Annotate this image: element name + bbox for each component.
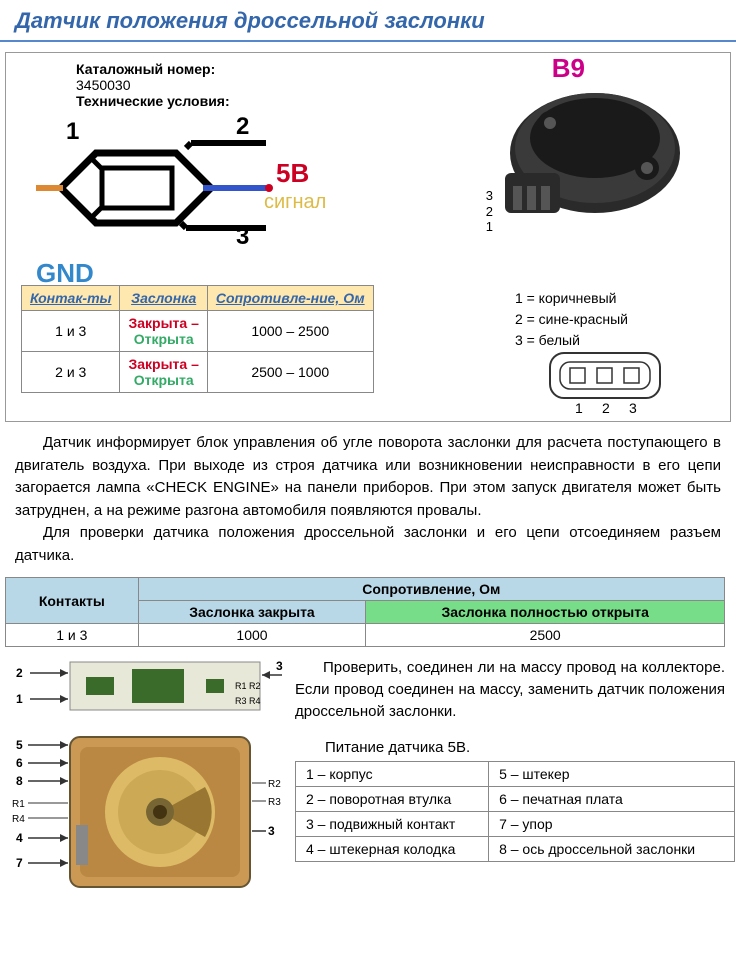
t1-r1c3: 1000 – 2500 — [207, 311, 373, 352]
t1-r1c1: 1 и 3 — [22, 311, 120, 352]
bottom-panel: 2 1 3 R1 R2 R3 R4 5 6 8 R1 R4 4 7 R2 R3 … — [5, 657, 731, 902]
svg-text:R1 R2: R1 R2 — [235, 681, 261, 691]
svg-text:R2: R2 — [268, 779, 281, 790]
page-title: Датчик положения дроссельной заслонки — [15, 8, 721, 34]
t2-contacts: 1 и 3 — [6, 624, 139, 647]
svg-text:R1: R1 — [12, 799, 25, 810]
svg-text:4: 4 — [16, 831, 23, 845]
part-6: 6 – печатная плата — [489, 787, 735, 812]
catalog-value: 3450030 — [76, 77, 230, 93]
svg-text:5: 5 — [16, 738, 23, 752]
t1-r1c2: Закрыта –Открыта — [120, 311, 207, 352]
part-7: 7 – упор — [489, 812, 735, 837]
catalog-label: Каталожный номер: — [76, 61, 215, 77]
t1-h3: Сопротивле-ние, Ом — [207, 286, 373, 311]
conn-1: 1 — [575, 400, 583, 416]
legend-1: 1 = коричневый — [515, 288, 628, 309]
legend-2: 2 = сине-красный — [515, 309, 628, 330]
part-3: 3 – подвижный контакт — [296, 812, 489, 837]
pin-1: 1 — [66, 118, 79, 146]
t1-h2: Заслонка — [120, 286, 207, 311]
color-legend: 1 = коричневый 2 = сине-красный 3 = белы… — [515, 288, 628, 351]
pin-2: 2 — [236, 113, 249, 141]
check-text: Проверить, соединен ли на массу провод н… — [295, 657, 725, 722]
part-5: 5 – штекер — [489, 762, 735, 787]
pin-3: 3 — [236, 223, 249, 251]
svg-text:6: 6 — [16, 756, 23, 770]
t1-r2c1: 2 и 3 — [22, 352, 120, 393]
t1-h1: Контак-ты — [22, 286, 120, 311]
part-8: 8 – ось дроссельной заслонки — [489, 837, 735, 862]
v-pin3: 3 — [486, 188, 493, 204]
description-2: Для проверки датчика положения дроссельн… — [15, 522, 721, 567]
t2-contacts-hdr: Контакты — [6, 578, 139, 624]
v-pin2: 2 — [486, 204, 493, 220]
svg-text:2: 2 — [16, 666, 23, 680]
power-text: Питание датчика 5В. — [325, 739, 470, 756]
t2-open-hdr: Заслонка полностью открыта — [366, 601, 725, 624]
spec-panel: Каталожный номер: 3450030 Технические ус… — [5, 52, 731, 422]
sensor-pins-vert: 3 2 1 — [486, 188, 493, 235]
conn-2: 2 — [602, 400, 610, 416]
catalog-block: Каталожный номер: 3450030 Технические ус… — [76, 61, 230, 109]
t2-closed: 1000 — [138, 624, 366, 647]
part-2: 2 – поворотная втулка — [296, 787, 489, 812]
page-header: Датчик положения дроссельной заслонки — [0, 0, 736, 42]
signal-label: сигнал — [264, 191, 326, 214]
svg-text:3: 3 — [276, 659, 283, 673]
parts-table: 1 – корпус5 – штекер 2 – поворотная втул… — [295, 761, 735, 862]
conn-3: 3 — [629, 400, 637, 416]
svg-text:3: 3 — [268, 824, 275, 838]
sensor-photo — [465, 78, 695, 228]
t2-closed-hdr: Заслонка закрыта — [138, 601, 366, 624]
part-4: 4 – штекерная колодка — [296, 837, 489, 862]
resistance-table-2: Контакты Сопротивление, Ом Заслонка закр… — [5, 577, 725, 647]
connector-drawing: 1 2 3 — [540, 348, 675, 423]
spec-label: Технические условия: — [76, 93, 230, 109]
svg-text:R3 R4: R3 R4 — [235, 696, 261, 706]
5v-label: 5B — [276, 158, 309, 189]
t1-r2c3: 2500 – 1000 — [207, 352, 373, 393]
t1-r2c2: Закрыта –Открыта — [120, 352, 207, 393]
svg-text:8: 8 — [16, 774, 23, 788]
wiring-diagram: 1 2 3 GND 5B сигнал — [36, 113, 356, 283]
part-1: 1 – корпус — [296, 762, 489, 787]
svg-text:1: 1 — [16, 692, 23, 706]
resistance-table-1: Контак-ты Заслонка Сопротивле-ние, Ом 1 … — [21, 285, 374, 393]
svg-text:R3: R3 — [268, 797, 281, 808]
v-pin1: 1 — [486, 219, 493, 235]
t2-resist-hdr: Сопротивление, Ом — [138, 578, 724, 601]
description-1: Датчик информирует блок управления об уг… — [15, 432, 721, 522]
t2-open: 2500 — [366, 624, 725, 647]
cutaway-drawing: 2 1 3 R1 R2 R3 R4 5 6 8 R1 R4 4 7 R2 R3 … — [10, 657, 290, 897]
svg-text:R4: R4 — [12, 814, 25, 825]
svg-text:7: 7 — [16, 856, 23, 870]
